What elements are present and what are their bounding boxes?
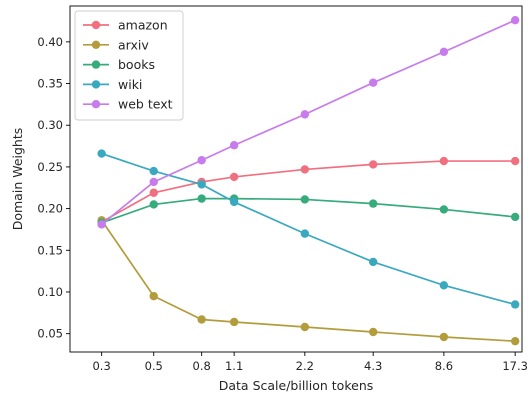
y-tick-label: 0.40 [37,35,63,49]
x-tick-label: 8.6 [435,359,453,373]
data-point-web-text [149,177,158,187]
x-tick-label: 4.3 [364,359,382,373]
data-point-wiki [229,197,239,207]
data-point-wiki [197,180,206,189]
data-point-web-text [368,78,378,87]
data-point-amazon [149,188,158,197]
data-point-web-text [300,110,310,119]
x-tick-label: 0.5 [145,359,163,373]
series-line-amazon [101,160,516,223]
x-tick-label: 17.3 [502,359,528,373]
data-point-arxiv [368,327,378,337]
data-point-web-text [197,156,206,165]
y-tick-label: 0.30 [37,118,63,132]
y-tick-label: 0.10 [37,285,63,299]
x-tick-label: 1.1 [225,359,243,373]
y-tick-label: 0.15 [37,243,63,257]
legend-marker-wiki [91,80,101,89]
data-point-web-text [97,220,106,229]
data-point-wiki [439,281,449,290]
y-tick-label: 0.35 [37,77,63,91]
data-point-amazon [229,172,239,182]
x-tick-label: 0.8 [193,359,211,373]
data-point-arxiv [197,315,206,324]
data-point-books [149,200,158,209]
legend-marker-web-text [91,100,101,109]
legend-label-books: books [118,57,155,72]
data-point-amazon [510,156,520,166]
x-axis: 0.3 0.5 0.8 1.1 2.2 4.3 8.6 17.3 [92,352,528,373]
data-point-arxiv [149,291,158,301]
y-tick-label: 0.05 [37,327,63,341]
legend-marker-amazon [91,20,101,30]
data-point-books [300,195,310,204]
data-point-books [368,199,378,208]
data-point-amazon [368,160,378,169]
data-point-web-text [229,141,239,150]
chart-marks [97,15,520,346]
data-point-wiki [368,257,378,267]
data-point-web-text [439,47,449,57]
y-tick-label: 0.25 [37,160,63,174]
series-line-web-text [101,19,516,226]
data-point-wiki [149,166,158,176]
data-point-wiki [300,229,310,238]
series-line-books [101,197,516,224]
data-point-books [197,194,206,203]
plot-frame [69,5,523,353]
legend-marker-books [91,60,101,69]
legend-marker-arxiv [91,40,101,49]
data-point-wiki [97,149,106,158]
data-point-arxiv [439,332,449,342]
data-point-arxiv [229,317,239,327]
data-point-wiki [510,300,520,309]
x-tick-label: 2.2 [296,359,314,373]
data-point-web-text [510,15,520,25]
legend-label-web-text: web text [118,97,173,112]
data-point-amazon [439,156,449,166]
y-axis-label: Domain Weights [10,128,25,231]
y-axis: 0.05 0.10 0.15 0.20 0.25 0.30 0.35 0.40 [37,35,70,341]
data-point-books [439,205,449,214]
legend-box [74,10,184,121]
x-tick-label: 0.3 [92,359,110,373]
legend-label-amazon: amazon [118,18,168,33]
legend-label-arxiv: arxiv [118,37,149,52]
legend-label-wiki: wiki [118,77,142,92]
data-point-books [510,212,520,222]
series-line-arxiv [100,219,516,343]
legend: amazon arxiv books wiki web text [74,10,184,121]
y-tick-label: 0.20 [37,202,63,216]
data-point-arxiv [510,336,520,346]
series-line-wiki [101,152,516,306]
data-point-amazon [300,165,310,174]
x-axis-label: Data Scale/billion tokens [219,378,374,393]
data-point-arxiv [300,322,310,332]
